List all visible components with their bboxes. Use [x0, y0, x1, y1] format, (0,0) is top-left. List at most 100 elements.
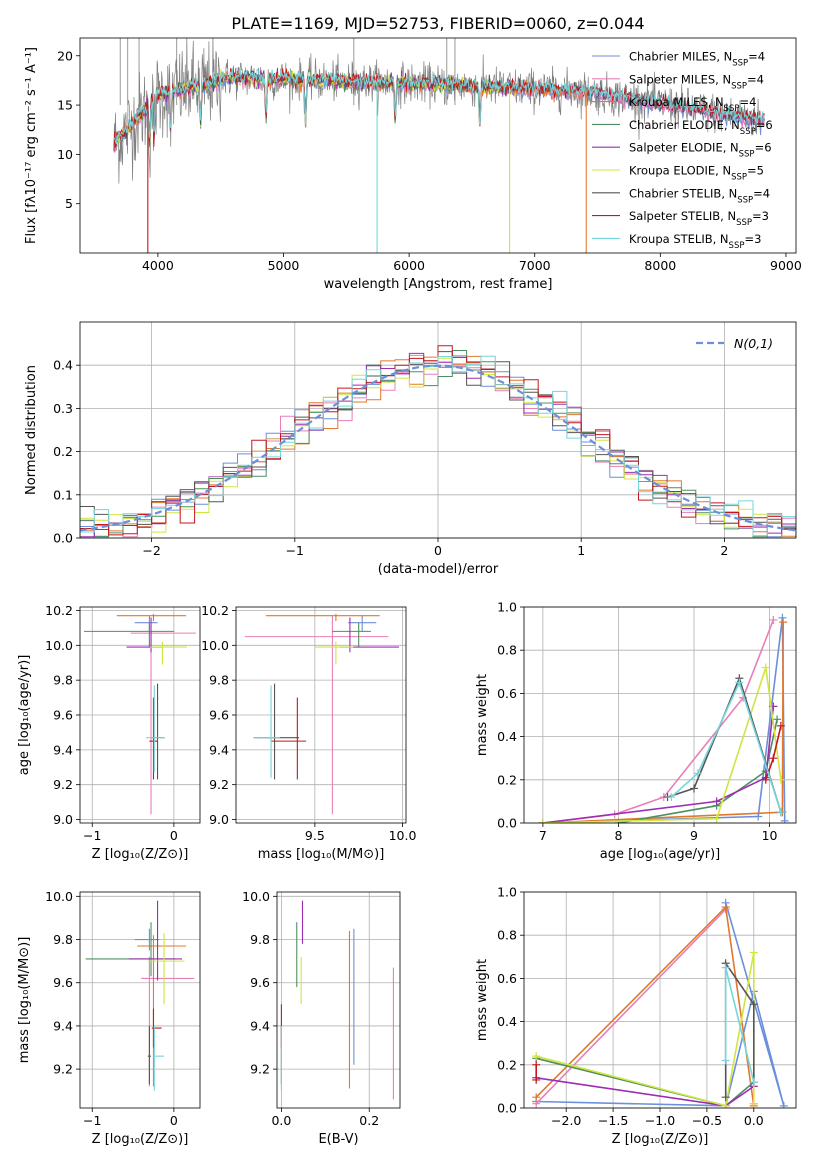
y-tick-label: 9.0: [209, 812, 229, 827]
y-tick-label: 10: [57, 147, 73, 162]
y-tick-label: 9.8: [53, 932, 73, 947]
y-tick-label: 15: [57, 98, 73, 113]
weight-marker: [532, 1093, 541, 1102]
y-tick-label: 0.3: [53, 401, 73, 416]
axes-frame: [235, 606, 407, 824]
weight-marker: [712, 814, 721, 823]
x-tick-label: 10.0: [389, 828, 417, 843]
x-tick-label: 10: [762, 828, 778, 843]
y-tick-label: 10.0: [242, 889, 270, 904]
weight-line: [670, 680, 782, 813]
x-tick-label: 7000: [519, 258, 551, 273]
y-tick-label: 0.8: [497, 928, 517, 943]
y-tick-label: 9.2: [53, 1062, 73, 1077]
plot-area: [532, 898, 788, 1108]
panel-weight_vs_age: 7 8 9 10 0.0 0.2 0.4 0.6 0.8 1.0 age [log₁₀(age/yr…: [475, 600, 797, 862]
legend-entry: Chabrier STELIB, NSSP=4: [629, 186, 770, 205]
y-tick-label: 9.0: [53, 812, 73, 827]
x-tick-label: −1.5: [598, 1113, 628, 1128]
panel-mass_vs_Z: −1 0 9.2 9.4 9.6 9.8 10.0 Z [log₁₀(Z/Z⊙)] mass […: [17, 889, 201, 1147]
axes-frame: [79, 321, 797, 539]
x-axis-label: E(B-V): [318, 1132, 358, 1147]
grid-lines: [277, 892, 400, 1108]
x-tick-label: 8: [614, 828, 622, 843]
x-tick-label: −1: [83, 828, 101, 843]
x-tick-label: 0: [170, 1113, 178, 1128]
x-tick-label: 0.0: [271, 1113, 291, 1128]
weight-marker: [749, 1000, 758, 1009]
grid-lines: [236, 607, 406, 823]
legend-entry: Salpeter ELODIE, NSSP=6: [629, 141, 772, 160]
x-tick-label: 0.0: [744, 1113, 764, 1128]
legend-entry: N(0,1): [734, 336, 773, 351]
panel-weight_vs_Z: −2.0 −1.5 −1.0 −0.5 0.0 0.0 0.2 0.4 0.6 0.8 1.0 Z […: [475, 885, 797, 1147]
y-tick-label: 9.6: [53, 708, 73, 723]
weight-marker: [749, 948, 758, 957]
weight-marker: [735, 678, 744, 687]
normal-reference-curve: [80, 364, 796, 532]
axes-frame: [79, 37, 797, 254]
residual-histogram-step: [80, 350, 796, 538]
residual-legend: N(0,1): [696, 336, 773, 351]
y-tick-label: 0.2: [497, 1057, 517, 1072]
weight-marker: [690, 784, 698, 793]
y-tick-label: 0.0: [53, 531, 73, 546]
grid-lines: [80, 607, 200, 823]
x-axis-label: (data-model)/error: [378, 562, 499, 577]
x-tick-label: 4000: [142, 258, 174, 273]
y-tick-label: 10.0: [45, 638, 73, 653]
plot-area: [113, 38, 765, 253]
y-axis-label: Flux [fλ10⁻¹⁷ erg cm⁻² s⁻¹ A⁻¹]: [24, 47, 39, 244]
x-axis-label: Z [log₁₀(Z/Z⊙)]: [92, 1132, 189, 1147]
weight-marker: [761, 663, 770, 672]
x-tick-label: 9000: [770, 258, 802, 273]
x-axis-label: wavelength [Angstrom, rest frame]: [324, 277, 553, 292]
y-tick-label: 9.4: [250, 1018, 270, 1033]
weight-marker: [776, 808, 785, 817]
y-tick-label: 1.0: [497, 600, 517, 615]
plot-panels: 4000 5000 6000 7000 8000 90005101520wavelengt…: [17, 37, 802, 1147]
y-axis-label: mass [log₁₀(M/M⊙)]: [17, 937, 32, 1064]
weight-marker: [779, 1101, 788, 1108]
x-axis-label: mass [log₁₀(M/M⊙)]: [258, 847, 385, 862]
legend-entry: Chabrier ELODIE, NSSP=6: [629, 118, 773, 137]
weight-marker: [780, 816, 789, 823]
legend-entry: Chabrier MILES, NSSP=4: [629, 50, 765, 69]
panel-age_vs_mass: 9.5 10.0 9.0 9.2 9.4 9.6 9.8 10.0 10.2 mass [log₁…: [201, 603, 416, 862]
x-tick-label: 0: [170, 828, 178, 843]
y-axis-label: mass weight: [475, 959, 490, 1041]
x-tick-label: 2: [720, 543, 728, 558]
x-tick-label: −1: [286, 543, 304, 558]
plot-area: [244, 613, 399, 815]
y-tick-label: 9.2: [209, 777, 229, 792]
weight-marker: [721, 1093, 730, 1102]
y-tick-label: 0.1: [53, 487, 73, 502]
weight-marker: [776, 775, 785, 784]
y-tick-label: 10.0: [201, 638, 229, 653]
x-tick-label: 0.2: [359, 1113, 379, 1128]
axes-frame: [523, 891, 797, 1109]
y-tick-label: 0.6: [497, 686, 517, 701]
y-tick-label: 0.2: [497, 772, 517, 787]
x-axis-label: Z [log₁₀(Z/Z⊙)]: [612, 1132, 709, 1147]
weight-marker: [721, 903, 730, 912]
legend-entry: Kroupa MILES, NSSP=4: [629, 95, 756, 114]
weight-marker: [778, 613, 787, 622]
weight-marker: [749, 1078, 758, 1087]
x-tick-label: 9: [690, 828, 698, 843]
x-tick-label: 0: [434, 543, 442, 558]
x-tick-label: 5000: [268, 258, 300, 273]
y-tick-label: 10.0: [45, 889, 73, 904]
axes-frame: [523, 606, 797, 824]
axes-frame: [79, 606, 201, 824]
plot-area: [85, 900, 195, 1091]
panel-spectrum: 4000 5000 6000 7000 8000 9000 5 10 15 20 wavelengt…: [24, 37, 802, 292]
legend-entry: Salpeter STELIB, NSSP=3: [629, 209, 769, 228]
spectrum-model-line: [113, 67, 765, 144]
weight-marker: [532, 1075, 541, 1084]
weight-marker: [769, 615, 778, 624]
panel-mass_vs_EBV: 0.0 0.2 9.2 9.4 9.6 9.8 10.0 E(B-V): [242, 889, 401, 1147]
x-axis-label: age [log₁₀(age/yr)]: [600, 847, 721, 862]
weight-line: [542, 706, 775, 823]
